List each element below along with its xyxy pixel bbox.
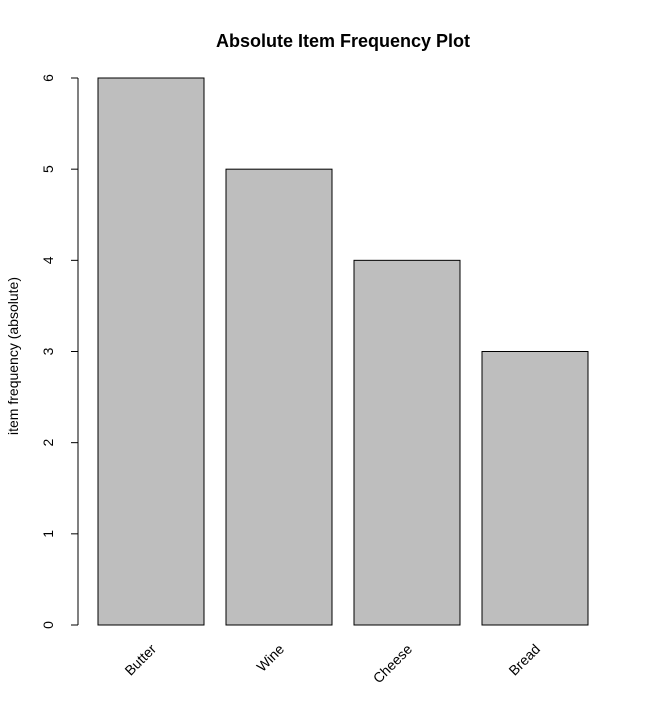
y-tick-label: 3: [40, 347, 56, 355]
bar-butter: [97, 77, 205, 626]
y-tick-label: 0: [40, 621, 56, 629]
x-tick-label-butter: Butter: [121, 641, 159, 679]
y-axis: 0 1 2 3 4 5 6: [40, 74, 79, 629]
y-tick-label: 2: [40, 439, 56, 447]
bars-group: [97, 77, 589, 626]
y-tick-label: 5: [40, 165, 56, 173]
y-tick-label: 4: [40, 256, 56, 264]
x-tick-labels: Butter Wine Cheese Bread: [121, 641, 543, 687]
y-tick-label: 1: [40, 530, 56, 538]
x-tick-label-bread: Bread: [505, 641, 543, 679]
bar-bread: [481, 351, 589, 626]
bar-wine: [225, 168, 333, 626]
x-tick-label-cheese: Cheese: [370, 641, 416, 687]
y-tick-label: 6: [40, 74, 56, 82]
x-tick-label-wine: Wine: [253, 641, 287, 675]
y-axis-label: item frequency (absolute): [5, 277, 21, 435]
chart-title: Absolute Item Frequency Plot: [216, 31, 470, 51]
bar-cheese: [353, 259, 461, 626]
